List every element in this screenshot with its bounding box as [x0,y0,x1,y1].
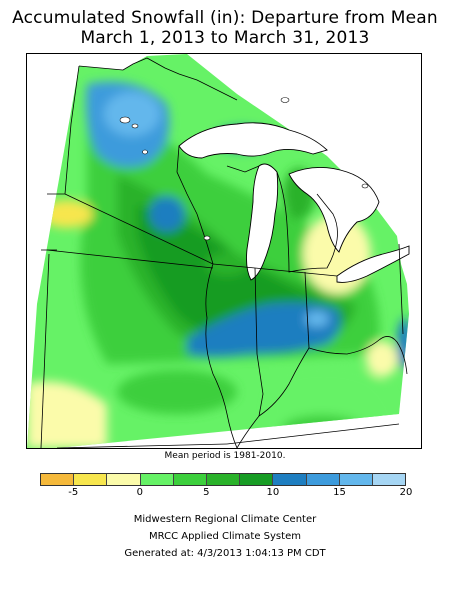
color-legend [40,473,406,486]
legend-swatch-3 [140,474,174,485]
map-title: Accumulated Snowfall (in): Departure fro… [0,8,450,48]
legend-swatch-1 [74,474,108,485]
credit-line-2: MRCC Applied Climate System [149,531,301,542]
mean-period-note: Mean period is 1981-2010. [164,451,286,461]
legend-tick-label: 0 [136,487,143,498]
legend-swatch-4 [173,474,207,485]
island-marks [119,97,369,241]
lake-superior [178,122,328,159]
snowfall-departure-map [26,53,422,449]
legend-tick-label: 5 [203,487,210,498]
great-lakes [178,122,410,283]
legend-tick-label: 15 [333,487,346,498]
legend-swatch-7 [273,474,307,485]
legend-tick-label: 10 [266,487,280,498]
legend-swatch-9 [339,474,373,485]
title-line-2: March 1, 2013 to March 31, 2013 [80,28,370,48]
lake-michigan [246,163,279,281]
legend-swatch-5 [206,474,241,485]
legend-swatch-10 [372,474,406,485]
credits: Midwestern Regional Climate Center MRCC … [0,511,450,562]
credit-line-1: Midwestern Regional Climate Center [133,514,317,525]
legend-swatch-8 [306,474,340,485]
legend-tick-label: 20 [399,487,413,498]
legend-bar [40,473,406,486]
legend-swatch-0 [41,474,75,485]
title-line-1: Accumulated Snowfall (in): Departure fro… [12,8,438,28]
lake-erie [336,245,410,283]
legend-swatch-6 [240,474,274,485]
generated-timestamp: Generated at: 4/3/2013 1:04:13 PM CDT [124,548,326,559]
legend-tick-label: -5 [68,487,79,498]
lake-huron [288,167,380,253]
legend-swatch-2 [107,474,141,485]
canada-border [78,57,238,101]
map-canvas [27,54,421,448]
legend-ticks: -5 0 5 10 15 20 [40,487,412,501]
state-borders [40,57,408,448]
